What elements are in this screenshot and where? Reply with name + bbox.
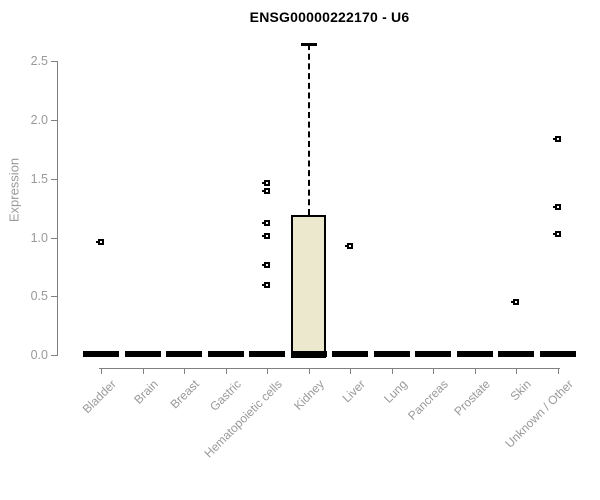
- x-axis-tick: [516, 368, 517, 374]
- x-axis-tick: [557, 368, 559, 374]
- y-tick-label: 0.0: [30, 348, 48, 362]
- outlier-point: [262, 261, 270, 268]
- median-bar: [373, 351, 410, 357]
- y-axis-tick: [51, 237, 57, 239]
- y-axis-tick: [51, 296, 57, 298]
- x-axis-tick: [474, 368, 476, 374]
- median-bar: [290, 351, 327, 357]
- outlier-point: [262, 180, 270, 187]
- outlier-point: [511, 299, 519, 306]
- x-axis-tick: [267, 368, 268, 374]
- x-axis-tick: [391, 368, 393, 374]
- y-tick-label: 2.0: [30, 113, 48, 127]
- x-axis-tick: [350, 368, 351, 374]
- outlier-point: [262, 187, 270, 194]
- median-bar: [539, 351, 576, 357]
- y-axis-tick: [51, 178, 57, 180]
- x-axis-tick: [225, 368, 227, 374]
- y-tick-label: 1.5: [30, 171, 48, 186]
- upper-whisker: [307, 43, 310, 216]
- median-bar: [83, 351, 119, 357]
- outlier-point: [345, 242, 353, 249]
- y-axis-tick: [51, 61, 57, 63]
- outlier-point: [262, 233, 270, 240]
- median-bar: [207, 351, 244, 357]
- median-bar: [498, 351, 534, 357]
- median-bar: [124, 351, 161, 357]
- outlier-point: [262, 281, 270, 288]
- y-axis-tick: [51, 120, 57, 121]
- box: [291, 215, 326, 358]
- outlier-point: [552, 230, 561, 237]
- y-axis-line: [57, 61, 58, 356]
- outlier-point: [96, 239, 104, 246]
- x-axis-tick: [308, 368, 310, 374]
- x-axis-line: [99, 368, 560, 369]
- median-bar: [166, 351, 202, 357]
- outlier-point: [552, 203, 561, 210]
- y-tick-label: 0.5: [30, 289, 48, 304]
- y-axis-label: Expression: [6, 157, 22, 223]
- median-bar: [456, 351, 493, 357]
- y-axis-tick: [51, 355, 57, 356]
- outlier-point: [262, 220, 270, 227]
- median-bar: [249, 351, 285, 357]
- median-bar: [415, 351, 451, 357]
- x-axis-tick: [142, 368, 144, 374]
- y-tick-label: 2.5: [30, 54, 48, 69]
- whisker-cap: [300, 42, 317, 46]
- y-tick-label: 1.0: [30, 230, 48, 245]
- outlier-point: [552, 135, 561, 142]
- median-bar: [332, 351, 368, 357]
- x-axis-tick: [433, 368, 434, 374]
- chart-title: ENSG00000222170 - U6: [249, 9, 410, 25]
- x-axis-tick: [101, 368, 102, 374]
- x-axis-tick: [184, 368, 185, 374]
